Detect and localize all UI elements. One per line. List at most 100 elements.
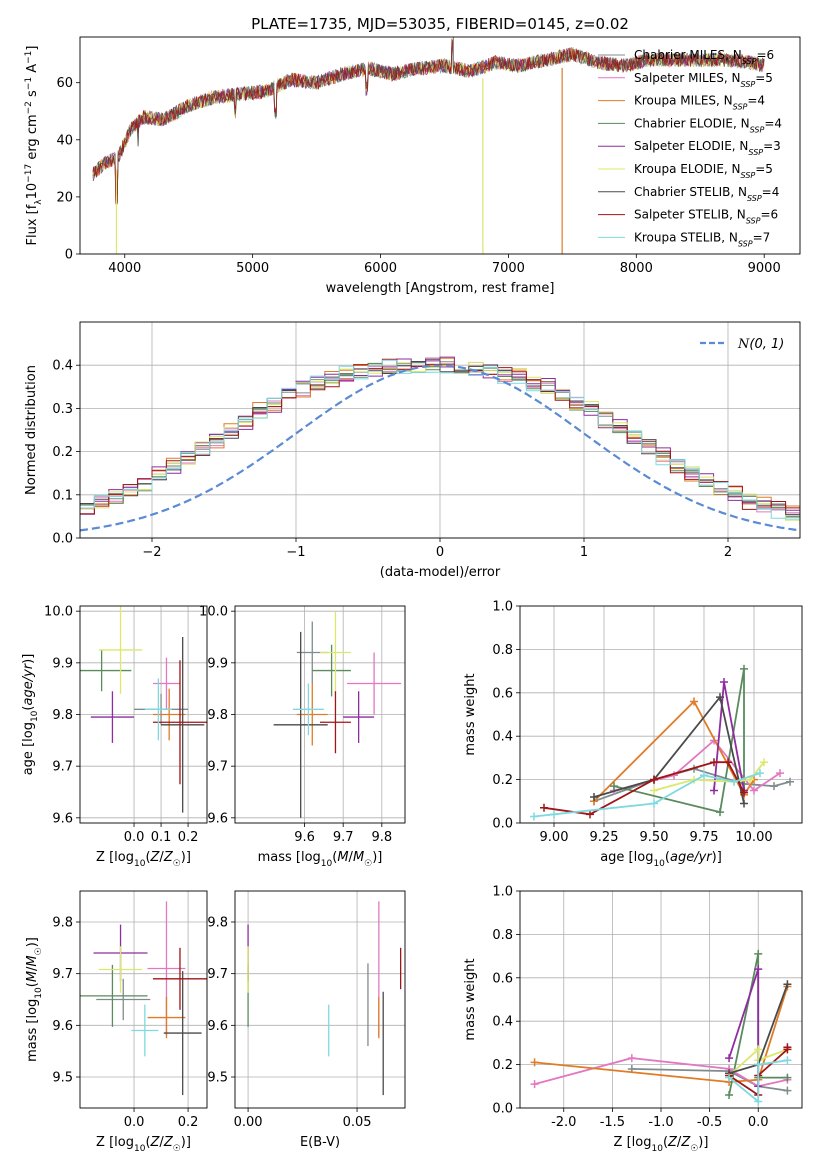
charts-layer: 4000 5000 6000 7000 8000 90000204060wavelengt… <box>21 36 803 1154</box>
y-tick-label: 9.7 <box>52 760 73 775</box>
panel-age-vs-z: 0.0 0.1 0.2 9.6 9.7 9.8 9.9 10.0 Z [log10(Z/Z☉)]… <box>21 605 208 869</box>
y-axis-label: Flux [fλ10−17 erg cm−2 s−1 A−1] <box>24 46 44 246</box>
panel-weight-vs-age: 9.00 9.25 9.50 9.75 10.00 0.0 0.2 0.4 0.6 0.8 1.0 a… <box>463 600 803 869</box>
legend-entry: Salpeter ELODIE, NSSP=3 <box>634 139 781 157</box>
weight-marker <box>590 792 598 801</box>
weight-series <box>593 700 755 802</box>
weight-marker <box>610 782 618 791</box>
y-axis-label: age [log10(age/yr)] <box>21 654 40 776</box>
y-tick-label: 0.2 <box>52 445 73 460</box>
x-tick-label: 0.2 <box>178 830 199 845</box>
y-tick-label: 20 <box>56 190 73 205</box>
plot-area <box>80 322 800 538</box>
weight-marker <box>783 1086 792 1095</box>
y-tick-label: 9.6 <box>207 811 228 826</box>
weight-marker <box>690 697 698 706</box>
y-tick-label: 9.9 <box>207 656 228 671</box>
x-tick-label: 0.05 <box>343 1115 372 1130</box>
legend-entry: Kroupa STELIB, NSSP=7 <box>634 230 770 248</box>
x-tick-label: -2.0 <box>551 1115 576 1130</box>
weight-marker <box>530 1058 539 1067</box>
weight-marker <box>725 1090 734 1099</box>
x-tick-label: −2 <box>142 545 161 560</box>
x-axis-label: age [log10(age/yr)] <box>600 850 722 869</box>
x-tick-label: 0.0 <box>748 1115 769 1130</box>
y-axis-label: Normed distribution <box>24 365 39 495</box>
axes-frame <box>519 890 803 1109</box>
weight-marker <box>760 758 768 767</box>
axes-frame <box>234 605 406 824</box>
y-tick-label: 0.0 <box>492 817 513 832</box>
panel-age-vs-mass: 9.6 9.7 9.8 9.6 9.7 9.8 9.9 10.0 mass [log10(M/M… <box>199 605 406 869</box>
x-tick-label: 0.2 <box>178 1115 199 1130</box>
x-tick-label: 9.00 <box>540 830 569 845</box>
histogram-series <box>80 359 800 520</box>
x-axis-label: Z [log10(Z/Z☉)] <box>96 1135 191 1154</box>
legend-entry: Chabrier STELIB, NSSP=4 <box>634 185 779 203</box>
x-tick-label: 8000 <box>620 261 653 276</box>
y-tick-label: 10.0 <box>44 605 73 620</box>
x-tick-label: −1 <box>286 545 305 560</box>
weight-marker <box>650 775 658 784</box>
y-tick-label: 0.4 <box>52 359 73 374</box>
spectrum-line <box>92 41 765 202</box>
panel-spectrum: 4000 5000 6000 7000 8000 9000 0 20 40 60 wavelengt… <box>24 36 801 296</box>
x-axis-label: wavelength [Angstrom, rest frame] <box>326 281 555 296</box>
x-tick-label: 5000 <box>236 261 269 276</box>
weight-marker <box>740 799 748 808</box>
gaussian-curve <box>80 364 800 532</box>
weight-marker <box>710 758 718 767</box>
x-tick-label: 9.8 <box>371 830 392 845</box>
y-tick-label: 1.0 <box>492 885 513 900</box>
x-tick-label: 9000 <box>748 261 781 276</box>
weight-marker <box>700 771 708 780</box>
axes-frame <box>234 890 406 1109</box>
plot-area <box>520 606 802 823</box>
x-tick-label: 9.75 <box>690 830 719 845</box>
y-tick-label: 9.6 <box>52 811 73 826</box>
weight-marker <box>720 677 728 686</box>
weight-marker <box>786 777 794 786</box>
legend-entry: Kroupa ELODIE, NSSP=5 <box>634 162 773 180</box>
panel-weight-vs-z: -2.0 -1.5 -1.0 -0.5 0.0 0.0 0.2 0.4 0.6 0.8 1.0 Z [… <box>463 885 803 1154</box>
y-tick-label: 1.0 <box>492 600 513 615</box>
legend-entry: Kroupa MILES, NSSP=4 <box>634 94 765 112</box>
legend-entry: Chabrier ELODIE, NSSP=4 <box>634 116 782 133</box>
panel-mass-vs-ebv: 0.00 0.05 9.5 9.6 9.7 9.8 E(B-V) <box>207 890 406 1150</box>
weight-marker <box>730 777 738 786</box>
weight-marker <box>710 786 718 795</box>
plot-area <box>235 891 405 1108</box>
weight-marker <box>550 810 558 819</box>
weight-marker <box>750 786 758 795</box>
weight-series <box>543 761 745 816</box>
page-title: PLATE=1735, MJD=53035, FIBERID=0145, z=0… <box>251 15 629 33</box>
y-tick-label: 9.7 <box>207 760 228 775</box>
x-tick-label: 7000 <box>492 261 525 276</box>
y-tick-label: 0.4 <box>492 730 513 745</box>
y-tick-label: 0 <box>65 248 73 263</box>
y-tick-label: 0.6 <box>492 971 513 986</box>
y-tick-label: 0.1 <box>52 488 73 503</box>
y-tick-label: 9.5 <box>52 1071 73 1086</box>
x-tick-label: 0.0 <box>124 1115 145 1130</box>
y-tick-label: 60 <box>56 76 73 91</box>
y-tick-label: 9.5 <box>207 1071 228 1086</box>
y-tick-label: 0.0 <box>492 1102 513 1117</box>
weight-series <box>593 695 745 804</box>
weight-marker <box>754 1060 763 1069</box>
x-tick-label: 6000 <box>364 261 397 276</box>
weight-marker <box>627 1054 636 1063</box>
x-axis-label: Z [log10(Z/Z☉)] <box>614 1135 709 1154</box>
plot-area <box>235 606 405 823</box>
weight-marker <box>725 1073 734 1082</box>
axes-frame <box>79 890 208 1109</box>
weight-marker <box>783 1056 792 1065</box>
y-tick-label: 0.4 <box>492 1015 513 1030</box>
weight-marker <box>754 949 763 958</box>
x-axis-label: mass [log10(M/M☉)] <box>258 850 383 869</box>
plot-area <box>80 891 207 1108</box>
x-tick-label: -1.0 <box>648 1115 673 1130</box>
axes-frame <box>79 36 801 255</box>
weight-marker <box>783 1043 792 1052</box>
